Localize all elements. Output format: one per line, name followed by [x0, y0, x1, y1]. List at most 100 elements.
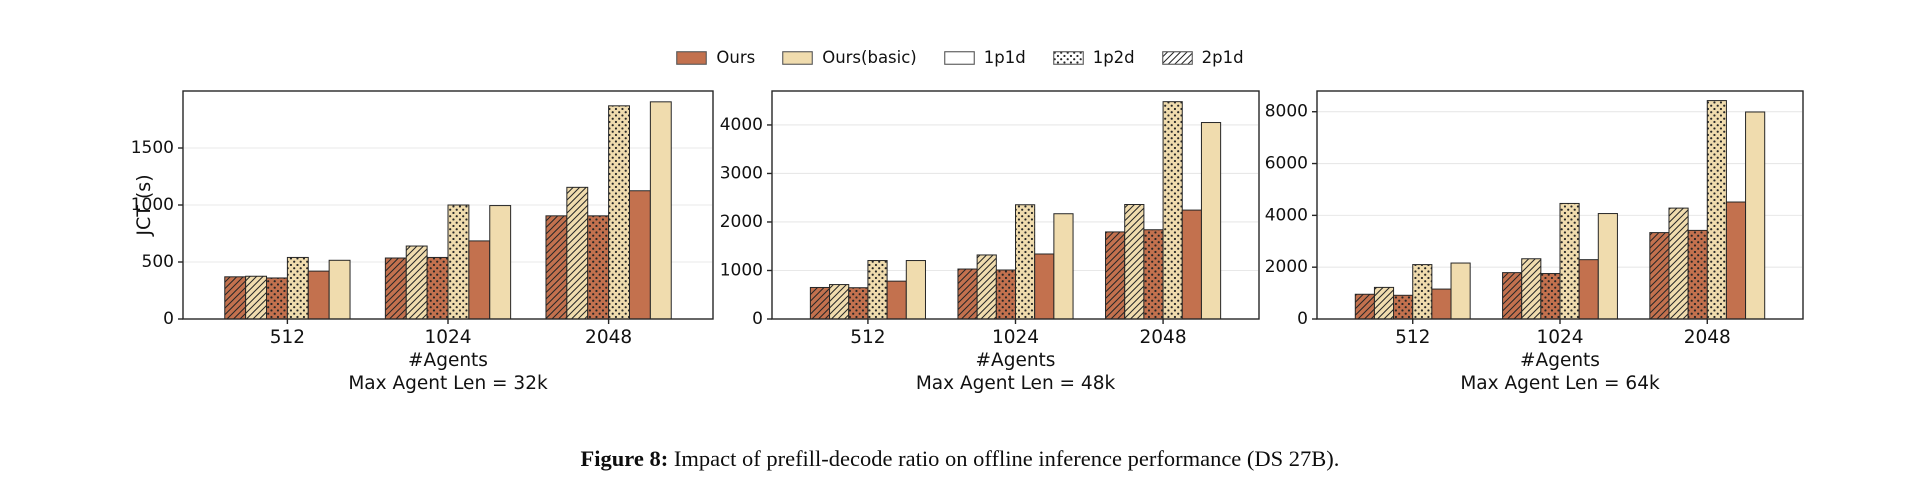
figure-caption: Figure 8: Impact of prefill-decode ratio… — [0, 446, 1920, 472]
bar — [1124, 204, 1145, 320]
bar — [1431, 288, 1452, 320]
x-tick-label: 2048 — [1684, 327, 1731, 348]
legend-swatch-none — [943, 51, 975, 65]
x-tick-label: 2048 — [585, 327, 632, 348]
x-axis-label: #Agents — [1520, 350, 1600, 371]
legend-item-ours-basic-: Ours(basic) — [782, 47, 917, 67]
bar — [1412, 264, 1433, 320]
legend-swatch-hatch — [1161, 51, 1193, 65]
y-tick-label: 6000 — [1265, 154, 1308, 174]
x-tick-label: 2048 — [1140, 327, 1187, 348]
legend-item-2p1d: 2p1d — [1161, 47, 1244, 67]
y-tick-label: 0 — [1297, 309, 1308, 329]
legend-patch — [1052, 51, 1084, 65]
bar — [995, 269, 1016, 320]
caption-text: Impact of prefill-decode ratio on offlin… — [668, 446, 1340, 471]
bar — [1200, 122, 1222, 320]
bar — [1181, 209, 1202, 320]
bar — [384, 257, 407, 320]
y-tick-label: 8000 — [1265, 102, 1308, 122]
bar — [307, 270, 330, 320]
bar — [905, 260, 926, 320]
y-tick-label: 500 — [142, 252, 174, 272]
x-tick-label: 1024 — [992, 327, 1039, 348]
bar — [608, 105, 630, 320]
y-tick-label: 2000 — [1265, 257, 1308, 277]
subtitle: Max Agent Len = 48k — [916, 373, 1116, 394]
bar — [976, 254, 997, 320]
bar — [587, 215, 610, 320]
bar — [1559, 202, 1580, 320]
bar — [468, 240, 491, 320]
x-tick-label: 512 — [270, 327, 305, 348]
legend-label: Ours(basic) — [822, 47, 917, 67]
bar — [1143, 229, 1164, 320]
x-axis-label: #Agents — [976, 350, 1056, 371]
y-tick-label: 3000 — [720, 163, 763, 183]
bar — [1162, 101, 1183, 320]
legend-patch — [943, 51, 975, 65]
y-tick-label: 4000 — [720, 115, 763, 135]
y-tick-label: 2000 — [720, 212, 763, 232]
bar — [1053, 213, 1074, 320]
bar — [426, 256, 449, 320]
bar — [628, 190, 651, 320]
bar — [1450, 262, 1471, 320]
bar — [957, 268, 978, 320]
bar — [489, 205, 512, 320]
bar — [1745, 111, 1766, 320]
subtitle: Max Agent Len = 64k — [1460, 373, 1660, 394]
bar — [1015, 204, 1036, 320]
legend-label: Ours — [716, 47, 756, 67]
bar — [566, 186, 589, 320]
bar — [266, 277, 288, 320]
y-axis-label: JCT (s) — [133, 174, 155, 236]
bar — [1649, 232, 1670, 320]
legend-label: 2p1d — [1201, 47, 1244, 67]
bar — [1540, 273, 1561, 320]
bar — [1578, 259, 1599, 320]
legend-patch — [676, 51, 708, 65]
bar — [1668, 207, 1689, 320]
bar — [848, 287, 869, 320]
legend-item-1p2d: 1p2d — [1052, 49, 1135, 67]
x-axis-label: #Agents — [408, 350, 488, 371]
legend-swatch-dots — [1052, 51, 1084, 65]
caption-label: Figure 8: — [580, 446, 669, 471]
legend-item-1p1d: 1p1d — [943, 47, 1026, 67]
bar — [1725, 201, 1747, 320]
x-tick-label: 512 — [1395, 327, 1430, 348]
bar — [328, 259, 351, 320]
bar — [1521, 258, 1542, 320]
legend-label: 1p1d — [983, 47, 1026, 67]
y-tick-label: 4000 — [1265, 205, 1308, 225]
chart-legend: Ours Ours(basic) 1p1d 1p2d 2p1d — [0, 44, 1920, 72]
bar — [545, 215, 568, 320]
y-tick-label: 0 — [752, 309, 763, 329]
legend-swatch-none — [782, 51, 814, 65]
bar — [447, 204, 470, 320]
bar — [1105, 231, 1126, 320]
legend-item-ours: Ours — [676, 47, 756, 67]
bar — [649, 101, 672, 320]
bar — [1502, 272, 1523, 320]
bar — [245, 275, 268, 320]
bar — [809, 286, 831, 320]
bar — [886, 280, 907, 320]
y-tick-label: 1000 — [131, 195, 174, 215]
bar — [1706, 100, 1727, 320]
bar — [829, 284, 850, 320]
bar — [1034, 253, 1055, 320]
y-tick-label: 0 — [163, 309, 174, 329]
bar — [1354, 293, 1375, 320]
bar — [867, 260, 888, 320]
bar — [224, 276, 247, 320]
legend-patch — [1161, 51, 1193, 65]
subtitle: Max Agent Len = 32k — [348, 373, 548, 394]
bar — [1373, 286, 1395, 320]
